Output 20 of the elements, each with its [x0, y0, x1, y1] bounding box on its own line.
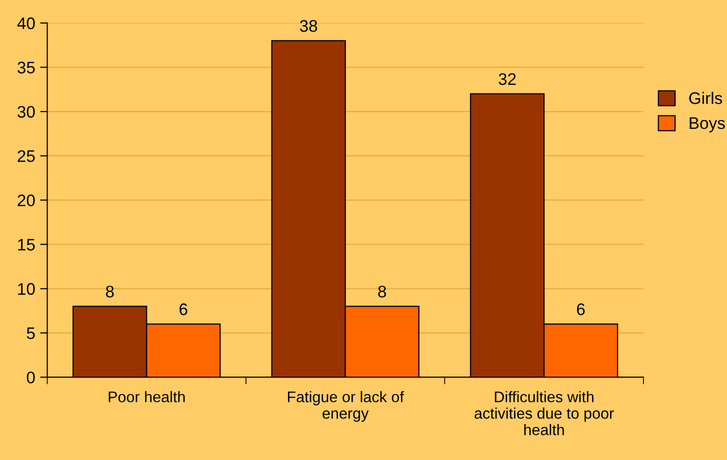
data-label: 38 [300, 20, 318, 32]
y-tick-label: 15 [18, 238, 35, 251]
y-tick-label: 0 [26, 372, 35, 384]
y-tick-label: 10 [18, 283, 35, 295]
x-tick-label: Difficulties with activities due to poor health [474, 391, 614, 436]
data-label: 32 [498, 73, 516, 85]
data-label: 8 [378, 286, 386, 298]
x-tick-label: Poor health [108, 391, 185, 402]
legend-label: Boys [690, 117, 725, 132]
legend-label: Girls [689, 92, 722, 104]
y-tick-label: 40 [17, 17, 35, 30]
x-tick-label: Fatigue or lack of energy [288, 391, 404, 422]
data-label: 8 [106, 286, 114, 298]
y-tick-label: 35 [18, 62, 35, 74]
y-tick-label: 5 [26, 328, 35, 340]
data-label: 6 [180, 303, 188, 316]
y-tick-label: 20 [18, 194, 35, 206]
y-tick-label: 30 [18, 106, 35, 118]
y-tick-label: 25 [18, 150, 35, 162]
data-label: 6 [577, 303, 585, 316]
